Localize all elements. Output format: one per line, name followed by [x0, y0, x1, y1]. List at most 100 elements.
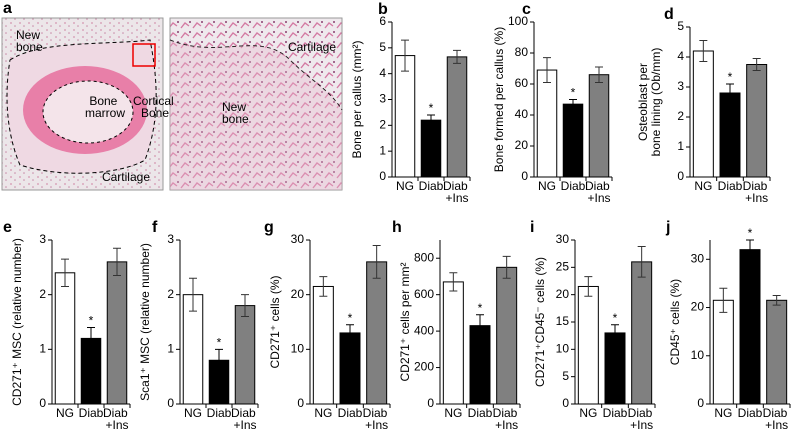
bar — [366, 261, 388, 405]
panel-letter: i — [530, 219, 534, 236]
y-axis-label: CD45⁺ cells (%) — [668, 279, 682, 365]
y-tick-label: 20 — [691, 300, 705, 314]
bar — [631, 261, 653, 405]
bar — [469, 325, 491, 405]
y-tick-label: 2 — [379, 118, 386, 132]
x-tick-label: NG — [694, 179, 712, 193]
y-axis-label: CD271⁺CD45⁻ cells (%) — [533, 257, 547, 387]
y-tick-label: 60 — [515, 76, 529, 90]
x-tick-label: Diab — [718, 179, 743, 193]
panel-letter: c — [522, 1, 531, 18]
panel-letter: f — [152, 219, 158, 236]
bar — [588, 74, 610, 178]
x-tick-label: Diab — [738, 406, 763, 420]
y-tick-label: 20 — [515, 138, 529, 152]
bar — [234, 305, 256, 405]
y-tick-label: 15 — [556, 314, 570, 328]
bar — [536, 69, 558, 178]
bar — [719, 92, 741, 178]
x-tick-label: Diab +Ins — [743, 179, 771, 205]
y-tick-label: 0 — [39, 396, 46, 410]
histology-right — [169, 17, 343, 191]
y-tick-label: 2 — [167, 287, 174, 301]
x-tick-label: NG — [314, 406, 332, 420]
error-bar — [772, 294, 781, 306]
x-tick-label: Diab — [338, 406, 363, 420]
significance-marker: * — [217, 336, 222, 350]
y-axis-label: Osteoblast per — [636, 63, 650, 141]
error-bar — [611, 324, 619, 342]
bar — [420, 119, 442, 178]
y-tick-label: 1 — [167, 342, 174, 356]
y-axis-label: bone lining (Ob/mm) — [649, 48, 663, 157]
error-bar — [637, 246, 646, 278]
x-tick-label: NG — [714, 406, 732, 420]
significance-marker: * — [89, 314, 94, 328]
y-tick-label: 1 — [39, 342, 46, 356]
y-tick-label: 4 — [677, 49, 684, 63]
error-bar — [543, 57, 551, 83]
y-tick-label: 5 — [677, 19, 684, 33]
x-tick-label: Diab +Ins — [231, 406, 259, 432]
y-tick-label: 400 — [414, 323, 434, 337]
y-tick-label: 40 — [515, 107, 529, 121]
panel-letter: e — [3, 219, 12, 236]
bar — [339, 332, 361, 405]
x-tick-label: Diab — [419, 179, 444, 193]
y-tick-label: 0 — [167, 396, 174, 410]
error-bar — [699, 40, 708, 62]
error-bar — [346, 324, 354, 342]
x-tick-label: Diab — [468, 406, 493, 420]
significance-marker: * — [748, 226, 753, 240]
y-tick-label: 4 — [379, 66, 386, 80]
y-tick-label: 0 — [427, 396, 434, 410]
y-tick-label: 5 — [379, 40, 386, 54]
x-tick-label: Diab +Ins — [585, 179, 613, 205]
y-tick-label: 0 — [521, 169, 528, 183]
x-tick-label: Diab +Ins — [763, 406, 791, 432]
significance-marker: * — [728, 70, 733, 84]
y-tick-label: 30 — [556, 232, 570, 246]
x-tick-label: Diab +Ins — [443, 179, 471, 205]
y-tick-label: 0 — [677, 169, 684, 183]
bar — [766, 299, 788, 405]
panel-letter: a — [3, 0, 12, 17]
histology-left — [1, 17, 164, 191]
y-axis-label: Bone per callus (mm²) — [350, 40, 364, 158]
y-axis-label: CD271⁺ cells (%) — [268, 275, 282, 368]
y-tick-label: 800 — [414, 250, 434, 264]
error-bar — [401, 39, 409, 72]
y-tick-label: 10 — [556, 342, 570, 356]
y-tick-label: 0 — [379, 169, 386, 183]
error-bar — [319, 276, 328, 297]
x-tick-label: Diab +Ins — [628, 406, 656, 432]
x-tick-label: Diab — [79, 406, 104, 420]
y-tick-label: 200 — [414, 360, 434, 374]
error-bar — [113, 247, 121, 277]
bar — [604, 332, 626, 405]
bar — [496, 266, 518, 405]
bar — [577, 285, 599, 405]
y-tick-label: 6 — [379, 14, 386, 28]
error-bar — [726, 83, 734, 103]
image-label: New bone — [222, 100, 249, 126]
significance-marker: * — [478, 301, 483, 315]
error-bar — [476, 314, 484, 338]
significance-marker: * — [571, 86, 576, 100]
y-tick-label: 2 — [39, 287, 46, 301]
y-tick-label: 10 — [291, 342, 305, 356]
y-tick-label: 100 — [508, 14, 528, 28]
error-bar — [569, 99, 577, 110]
bar — [54, 272, 76, 405]
bar — [394, 55, 416, 178]
error-bar — [453, 49, 461, 64]
y-axis-label: CD271⁺ cells per mm² — [398, 262, 412, 381]
image-label: New bone — [16, 28, 43, 54]
error-bar — [719, 287, 728, 313]
y-tick-label: 80 — [515, 45, 529, 59]
x-tick-label: NG — [444, 406, 462, 420]
image-label: Cortical Bone — [133, 94, 177, 120]
x-tick-label: Diab +Ins — [493, 406, 521, 432]
y-axis-label: Sca1⁺ MSC (relative number) — [138, 243, 152, 401]
